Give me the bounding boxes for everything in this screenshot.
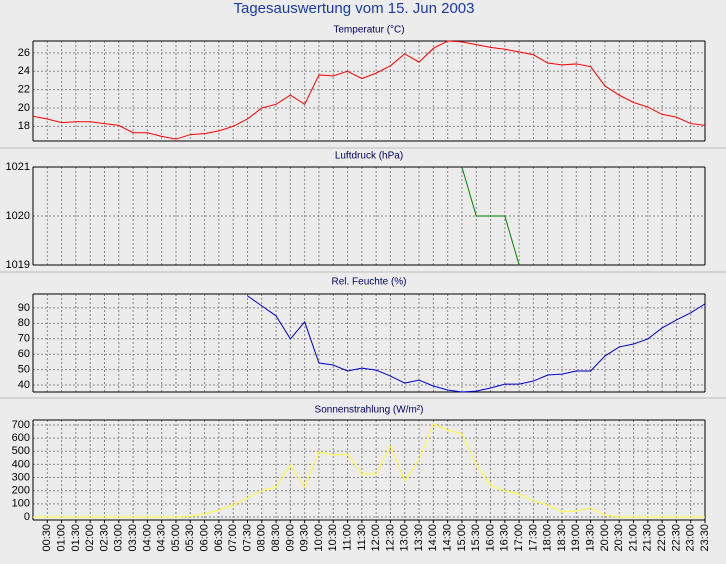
x-tick-label: 08:30 [270,524,282,552]
x-tick-label: 21:30 [642,524,654,552]
y-tick-label: 400 [12,458,30,470]
y-tick-label: 26 [18,47,30,59]
plot-area [33,294,705,392]
x-tick-label: 17:30 [527,524,539,552]
y-tick-label: 50 [18,364,30,376]
panel-title: Temperatur (°C) [333,25,404,36]
x-tick-label: 13:30 [413,524,425,552]
x-tick-label: 01:30 [70,524,82,552]
y-tick-label: 40 [18,379,30,391]
y-tick-label: 500 [12,445,30,457]
x-tick-label: 04:00 [141,524,153,552]
x-tick-label: 07:00 [227,524,239,552]
x-tick-label: 18:00 [542,524,554,552]
x-tick-label: 15:00 [456,524,468,552]
y-tick-label: 80 [18,317,30,329]
x-tick-label: 14:30 [442,524,454,552]
x-tick-label: 14:00 [427,524,439,552]
x-tick-label: 13:00 [399,524,411,552]
x-tick-label: 22:00 [656,524,668,552]
x-tick-label: 19:30 [585,524,597,552]
x-tick-label: 12:00 [370,524,382,552]
x-tick-label: 02:30 [98,524,110,552]
x-tick-label: 01:00 [56,524,68,552]
x-tick-label: 03:00 [113,524,125,552]
y-tick-label: 600 [12,432,30,444]
y-tick-label: 70 [18,333,30,345]
x-tick-label: 10:00 [313,524,325,552]
x-tick-label: 04:30 [156,524,168,552]
x-tick-label: 16:00 [484,524,496,552]
y-tick-label: 24 [18,65,30,77]
x-tick-label: 19:00 [570,524,582,552]
x-tick-label: 02:00 [84,524,96,552]
x-tick-label: 18:30 [556,524,568,552]
y-tick-label: 90 [18,302,30,314]
x-tick-label: 15:30 [470,524,482,552]
x-tick-label: 11:30 [356,524,368,551]
x-tick-label: 06:30 [213,524,225,552]
panel-title: Sonnenstrahlung (W/m²) [315,405,424,416]
x-tick-label: 06:00 [198,524,210,552]
x-tick-label: 20:00 [599,524,611,552]
x-tick-label: 20:30 [613,524,625,552]
y-tick-label: 200 [12,485,30,497]
x-tick-label: 09:30 [299,524,311,552]
panel-title: Luftdruck (hPa) [335,151,403,162]
x-tick-label: 23:00 [685,524,697,552]
x-tick-label: 10:30 [327,524,339,552]
plot-area [33,41,705,141]
x-tick-label: 00:30 [41,524,53,552]
y-tick-label: 1019 [6,259,30,271]
x-tick-label: 07:30 [241,524,253,552]
x-tick-label: 17:00 [513,524,525,552]
y-tick-label: 1021 [6,161,30,173]
x-tick-label: 22:30 [670,524,682,552]
y-tick-label: 20 [18,102,30,114]
page-title: Tagesauswertung vom 15. Jun 2003 [234,0,475,17]
y-tick-label: 22 [18,84,30,96]
panel-title: Rel. Feuchte (%) [331,277,406,288]
x-tick-label: 23:30 [699,524,711,552]
x-tick-label: 12:30 [384,524,396,552]
y-tick-label: 100 [12,498,30,510]
series-line [32,40,706,140]
x-tick-label: 21:00 [627,524,639,552]
x-tick-label: 03:30 [127,524,139,552]
x-tick-label: 08:00 [256,524,268,552]
x-tick-label: 09:00 [284,524,296,552]
x-tick-label: 05:30 [184,524,196,552]
x-tick-label: 16:30 [499,524,511,552]
series-line [247,295,706,393]
plot-area [33,420,705,520]
x-tick-label: 11:00 [341,524,353,551]
series-line [461,166,520,266]
x-tick-label: 05:00 [170,524,182,552]
y-tick-label: 1020 [6,210,30,222]
series-line [33,423,705,518]
y-tick-label: 0 [24,511,30,523]
y-tick-label: 700 [12,419,30,431]
y-tick-label: 18 [18,120,30,132]
y-tick-label: 60 [18,348,30,360]
y-tick-label: 300 [12,471,30,483]
